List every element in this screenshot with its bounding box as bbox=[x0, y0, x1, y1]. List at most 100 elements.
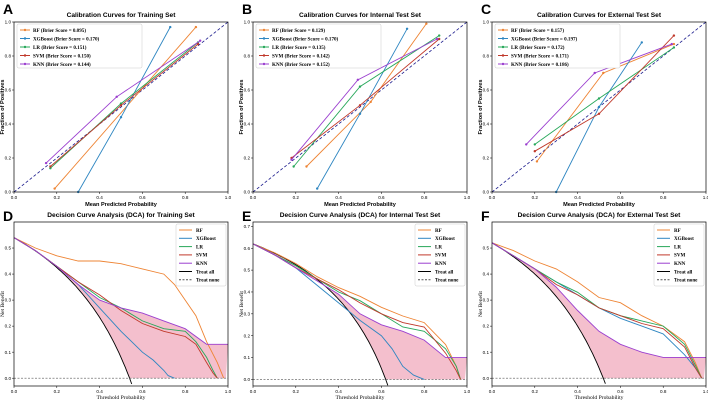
y-tick-label: 0.2 bbox=[483, 156, 490, 161]
legend-entry: RF (Brier Score = 0.157) bbox=[511, 27, 564, 34]
x-tick-label: 0.8 bbox=[660, 195, 667, 200]
y-tick-label: 0.1 bbox=[483, 350, 490, 355]
legend-entry: SVM bbox=[435, 253, 447, 259]
legend-entry: RF bbox=[435, 228, 442, 234]
legend-entry: RF (Brier Score = 0.095) bbox=[33, 27, 86, 34]
series-point-xgboost bbox=[597, 105, 601, 109]
legend-marker bbox=[23, 62, 27, 66]
y-tick-label: 0.2 bbox=[244, 333, 251, 338]
y-tick-label: 0.5 bbox=[244, 268, 251, 273]
series-point-svm bbox=[437, 37, 441, 41]
series-line-knn bbox=[492, 242, 706, 358]
legend-marker bbox=[23, 54, 27, 57]
series-point-knn bbox=[290, 158, 293, 161]
legend-marker bbox=[262, 45, 266, 49]
y-tick-label: 0.4 bbox=[5, 122, 12, 127]
y-axis-label: Net Benefit bbox=[238, 291, 245, 317]
y-axis-label: Net Benefit bbox=[0, 291, 6, 317]
y-tick-label: 0.2 bbox=[244, 156, 251, 161]
legend-entry: LR (Brier Score = 0.151) bbox=[33, 44, 87, 51]
x-tick-label: 0.6 bbox=[139, 195, 146, 200]
y-tick-label: 0.3 bbox=[5, 298, 12, 303]
legend-marker bbox=[501, 28, 505, 32]
legend-entry: RF bbox=[196, 228, 203, 234]
panel-title: Decision Curve Analysis (DCA) for Extern… bbox=[518, 212, 681, 219]
x-tick-label: 0.2 bbox=[293, 389, 300, 394]
x-tick-label: 0.6 bbox=[378, 389, 385, 394]
panel-B: B Calibration Curves for Internal Test Se… bbox=[239, 1, 471, 208]
x-tick-label: 0.0 bbox=[489, 389, 496, 394]
panel-letter: E bbox=[242, 208, 251, 224]
y-tick-label: 0.5 bbox=[483, 246, 490, 251]
panel-letter: D bbox=[3, 208, 13, 224]
x-tick-label: 0.2 bbox=[532, 389, 539, 394]
legend-entry: SVM bbox=[674, 253, 686, 259]
x-tick-label: 0.0 bbox=[11, 195, 18, 200]
legend-entry: KNN (Brier Score = 0.152) bbox=[272, 61, 330, 68]
y-tick-label: 0.4 bbox=[244, 290, 251, 295]
legend-entry: LR (Brier Score = 0.172) bbox=[511, 44, 565, 51]
x-axis-label: Threshold Probability bbox=[575, 395, 624, 401]
y-tick-label: 0.4 bbox=[483, 122, 490, 127]
series-line-xgboost bbox=[253, 243, 425, 380]
series-point-lr bbox=[437, 34, 441, 37]
legend-marker bbox=[501, 54, 505, 57]
legend-entry: KNN bbox=[674, 261, 686, 267]
legend-entry: SVM (Brier Score = 0.150) bbox=[33, 52, 91, 59]
x-tick-label: 0.2 bbox=[293, 195, 300, 200]
y-tick-label: 0.0 bbox=[483, 190, 490, 195]
y-tick-label: 0.6 bbox=[244, 246, 251, 251]
series-point-lr bbox=[292, 165, 295, 168]
series-point-knn bbox=[44, 161, 48, 165]
panel-title: Decision Curve Analysis (DCA) for Traini… bbox=[47, 212, 195, 219]
legend-entry: LR bbox=[674, 244, 681, 250]
y-tick-label: 0.8 bbox=[244, 54, 251, 59]
series-point-knn bbox=[435, 37, 439, 41]
series-point-xgboost bbox=[640, 41, 643, 44]
legend-marker bbox=[262, 28, 266, 32]
x-tick-label: 0.8 bbox=[660, 389, 667, 394]
x-tick-label: 0.2 bbox=[532, 195, 539, 200]
y-tick-label: 0.2 bbox=[5, 324, 12, 329]
x-axis-label: Threshold Probability bbox=[336, 395, 385, 401]
series-line-rf bbox=[14, 237, 225, 379]
legend-entry: LR (Brier Score = 0.135) bbox=[272, 44, 326, 51]
legend-entry: SVM (Brier Score = 0.171) bbox=[511, 52, 569, 59]
y-tick-label: 0.0 bbox=[244, 377, 251, 382]
series-point-svm bbox=[49, 165, 52, 168]
series-point-svm bbox=[597, 112, 601, 116]
legend-box bbox=[16, 23, 143, 69]
x-tick-label: 0.4 bbox=[335, 389, 342, 394]
series-point-knn bbox=[115, 95, 118, 99]
x-tick-label: 0.4 bbox=[335, 195, 342, 200]
y-tick-label: 0.1 bbox=[244, 355, 251, 360]
y-tick-label: 0.2 bbox=[5, 156, 12, 161]
legend-entry: Treat all bbox=[196, 269, 215, 275]
x-tick-label: 0.0 bbox=[250, 389, 257, 394]
legend-entry: KNN (Brier Score = 0.144) bbox=[33, 61, 91, 68]
y-tick-label: 0.6 bbox=[5, 88, 12, 93]
legend-marker bbox=[501, 62, 505, 66]
x-tick-label: 0.8 bbox=[182, 389, 189, 394]
x-tick-label: 0.6 bbox=[378, 195, 385, 200]
y-tick-label: 1.0 bbox=[483, 20, 490, 25]
legend-marker bbox=[23, 45, 27, 49]
legend-entry: KNN bbox=[435, 261, 447, 267]
x-tick-label: 0.2 bbox=[54, 195, 61, 200]
x-axis-label: Threshold Probability bbox=[97, 395, 146, 401]
y-tick-label: 0.0 bbox=[244, 190, 251, 195]
series-point-lr bbox=[533, 143, 536, 146]
series-point-rf bbox=[369, 100, 372, 104]
series-point-lr bbox=[672, 46, 676, 49]
series-point-xgboost bbox=[405, 27, 409, 30]
x-axis-label: Mean Predicted Probability bbox=[85, 202, 158, 208]
y-tick-label: 0.6 bbox=[483, 88, 490, 93]
plot-frame bbox=[252, 21, 468, 193]
legend-entry: KNN (Brier Score = 0.186) bbox=[511, 61, 569, 68]
legend-entry: SVM (Brier Score = 0.142) bbox=[272, 52, 330, 59]
plot-frame bbox=[491, 221, 707, 387]
series-point-knn bbox=[356, 78, 360, 82]
series-point-rf bbox=[194, 25, 198, 29]
x-tick-label: 1.0 bbox=[225, 195, 232, 200]
series-point-xgboost bbox=[119, 116, 123, 119]
